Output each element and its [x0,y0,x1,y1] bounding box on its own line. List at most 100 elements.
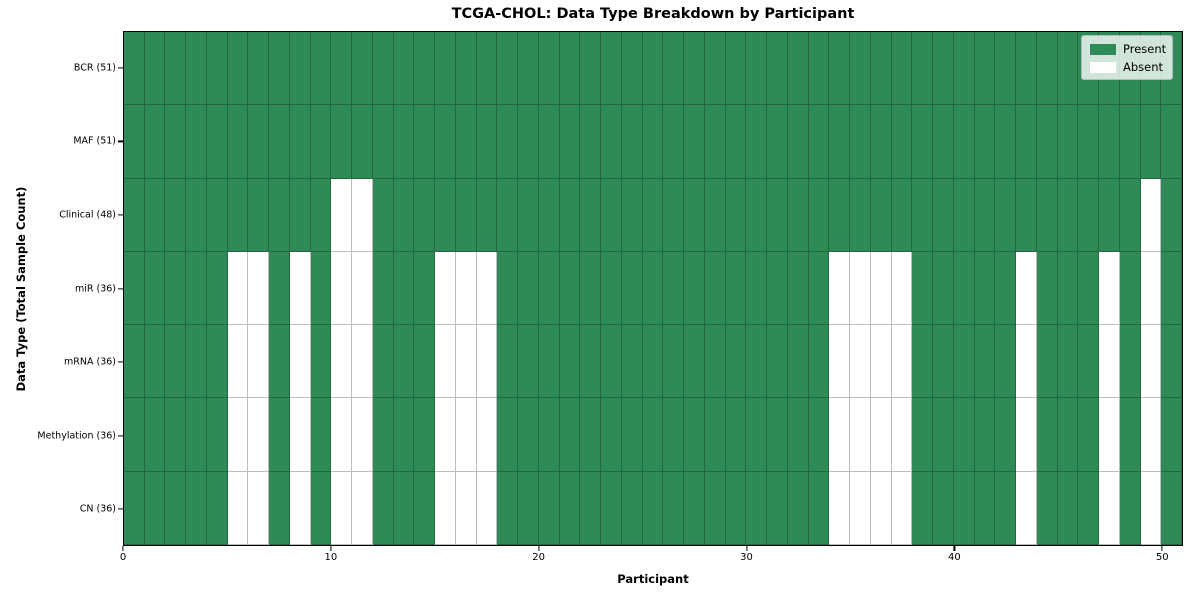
matrix-cell [414,178,436,252]
matrix-cell [621,251,643,326]
matrix-cell [995,251,1017,326]
matrix-cell [787,105,809,179]
matrix-cell [518,398,539,472]
matrix-cell [227,325,249,399]
x-tick-label: 50 [1155,552,1169,563]
matrix-cell [891,471,913,545]
matrix-cell [372,178,394,252]
matrix-cell [165,32,187,106]
plot-area [123,31,1183,546]
matrix-cell [559,32,581,106]
matrix-cell [787,251,809,326]
matrix-cell [206,325,228,399]
matrix-cell [767,398,788,472]
matrix-cell [953,471,975,545]
matrix-cell [227,251,249,326]
matrix-cell [289,251,311,326]
matrix-cell [995,178,1017,252]
matrix-cell [372,32,394,106]
matrix-cell [601,178,622,252]
matrix-cell [808,325,830,399]
matrix-cell [725,471,747,545]
matrix-cell [704,398,726,472]
matrix-cell [663,325,685,399]
matrix-cell [725,251,747,326]
matrix-cell [414,471,436,545]
matrix-cell [435,32,456,106]
matrix-cell [808,32,830,106]
y-tick-mark [118,287,123,290]
matrix-cell [1078,105,1100,179]
matrix-cell [310,251,332,326]
matrix-cell [331,251,353,326]
matrix-cell [1036,178,1058,252]
matrix-cell [559,105,581,179]
matrix-cell [601,32,622,106]
matrix-cell [663,32,685,106]
matrix-cell [186,471,207,545]
matrix-cell [746,325,768,399]
matrix-cell [393,325,415,399]
matrix-cell [1057,105,1079,179]
y-tick-mark [118,508,123,510]
matrix-cell [289,105,311,179]
matrix-cell [642,105,664,179]
matrix-cell [144,471,166,545]
matrix-cell [642,325,664,399]
matrix-cell [746,251,768,326]
matrix-cell [455,398,477,472]
y-tick-label: miR (36) [74,283,116,294]
matrix-cell [1036,251,1058,326]
matrix-cell [1099,105,1120,179]
matrix-cell [352,251,373,326]
matrix-cell [621,105,643,179]
matrix-cell [476,398,498,472]
matrix-cell [414,251,436,326]
matrix-cell [933,251,954,326]
matrix-cell [580,178,602,252]
matrix-cell [974,471,996,545]
y-tick-label: CN (36) [79,503,116,515]
matrix-cell [455,178,477,252]
matrix-cell [559,251,581,326]
matrix-cell [1099,325,1120,399]
matrix-cell [393,398,415,472]
matrix-cell [1078,251,1100,326]
matrix-cell [144,398,166,472]
x-tick-mark [745,546,748,551]
matrix-cell [684,251,705,326]
matrix-cell [704,178,726,252]
matrix-cell [1119,178,1141,252]
matrix-cell [870,251,892,326]
matrix-cell [995,325,1017,399]
matrix-cell [414,105,436,179]
matrix-cell [912,32,934,106]
matrix-cell [455,251,477,326]
matrix-cell [953,398,975,472]
matrix-cell [767,325,788,399]
matrix-cell [995,398,1017,472]
matrix-cell [186,178,207,252]
matrix-cell [1119,325,1141,399]
matrix-cell [186,105,207,179]
matrix-cell [518,32,539,106]
matrix-cell [912,251,934,326]
matrix-cell [206,398,228,472]
matrix-cell [601,471,622,545]
matrix-cell [850,32,871,106]
matrix-cell [352,32,373,106]
matrix [124,32,1182,545]
matrix-cell [144,32,166,106]
matrix-cell [746,471,768,545]
matrix-cell [974,325,996,399]
matrix-cell [372,325,394,399]
present-swatch [1090,43,1116,55]
matrix-cell [601,398,622,472]
matrix-cell [1036,32,1058,106]
matrix-cell [850,471,871,545]
matrix-cell [829,251,851,326]
matrix-cell [144,178,166,252]
matrix-cell [912,471,934,545]
matrix-cell [331,178,353,252]
matrix-cell [186,325,207,399]
